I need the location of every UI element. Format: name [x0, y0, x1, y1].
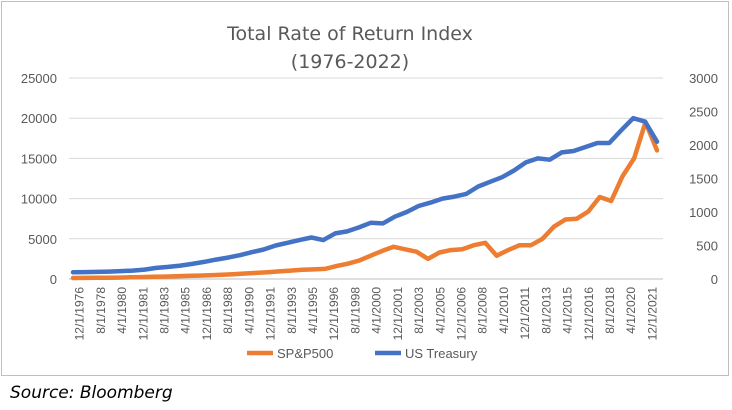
left-tick-label: 0	[50, 272, 57, 287]
x-axis-ticks: 12/1/1976 8/1/1978 4/1/1980 12/1/1981 8/1/19…	[73, 287, 660, 341]
left-tick-label: 25000	[21, 71, 57, 86]
right-tick-label: 2500	[689, 105, 718, 120]
x-tick-label: 4/1/2005	[433, 287, 447, 334]
x-tick-label: 4/1/1980	[115, 287, 129, 334]
x-tick-label: 12/1/2011	[518, 287, 532, 340]
series-line-1	[70, 115, 660, 275]
right-tick-label: 1000	[689, 205, 718, 220]
x-tick-label: 12/1/2016	[582, 287, 596, 341]
x-tick-label: 8/1/1978	[94, 287, 108, 334]
x-tick-label: 8/1/2008	[476, 287, 490, 334]
right-tick-label: 2000	[689, 138, 718, 153]
chart-frame: Total Rate of Return Index (1976-2022) 0…	[1, 1, 729, 376]
left-tick-label: 20000	[21, 111, 57, 126]
x-tick-label: 4/1/1995	[306, 287, 320, 334]
x-tick-label: 12/1/1976	[73, 287, 87, 341]
x-tick-label: 8/1/1988	[221, 287, 235, 334]
series-lines	[70, 115, 660, 281]
x-tick-label: 4/1/2010	[497, 287, 511, 334]
legend-label: SP&P500	[277, 346, 333, 361]
x-tick-label: 4/1/2015	[561, 287, 575, 334]
x-tick-label: 8/1/2003	[412, 287, 426, 334]
left-axis-ticks: 0 5000 10000 15000 20000 25000	[21, 71, 57, 287]
right-tick-label: 500	[696, 239, 718, 254]
line-chart: Total Rate of Return Index (1976-2022) 0…	[21, 23, 718, 361]
series-line-0	[70, 119, 660, 281]
x-tick-label: 8/1/2018	[603, 287, 617, 334]
x-tick-label: 12/1/1981	[136, 287, 150, 341]
chart-title: Total Rate of Return Index	[226, 23, 473, 45]
gridlines	[69, 77, 663, 280]
x-tick-label: 12/1/1996	[327, 287, 341, 341]
left-tick-label: 10000	[21, 192, 57, 207]
x-tick-label: 8/1/1993	[285, 287, 299, 334]
right-tick-label: 3000	[689, 71, 718, 86]
right-tick-label: 0	[711, 272, 718, 287]
x-tick-label: 12/1/2006	[454, 287, 468, 341]
x-tick-label: 12/1/2001	[391, 287, 405, 341]
x-tick-label: 4/1/2020	[624, 287, 638, 334]
chart-subtitle: (1976-2022)	[291, 51, 409, 73]
x-tick-label: 8/1/1998	[348, 287, 362, 334]
x-tick-label: 4/1/2000	[370, 287, 384, 334]
x-tick-label: 12/1/1991	[264, 287, 278, 341]
legend: SP&P500 US Treasury	[247, 346, 478, 361]
source-note: Source: Bloomberg	[10, 383, 173, 403]
x-tick-label: 12/1/1986	[200, 287, 214, 341]
x-tick-label: 4/1/1985	[179, 287, 193, 334]
x-tick-label: 8/1/1983	[157, 287, 171, 334]
left-tick-label: 15000	[21, 151, 57, 166]
x-tick-label: 4/1/1990	[242, 287, 256, 334]
left-tick-label: 5000	[28, 232, 57, 247]
x-tick-label: 8/1/2013	[539, 287, 553, 334]
right-tick-label: 1500	[689, 172, 718, 187]
x-tick-label: 12/1/2021	[645, 287, 659, 341]
right-axis-ticks: 0 500 1000 1500 2000 2500 3000	[689, 71, 718, 287]
legend-label: US Treasury	[405, 346, 478, 361]
